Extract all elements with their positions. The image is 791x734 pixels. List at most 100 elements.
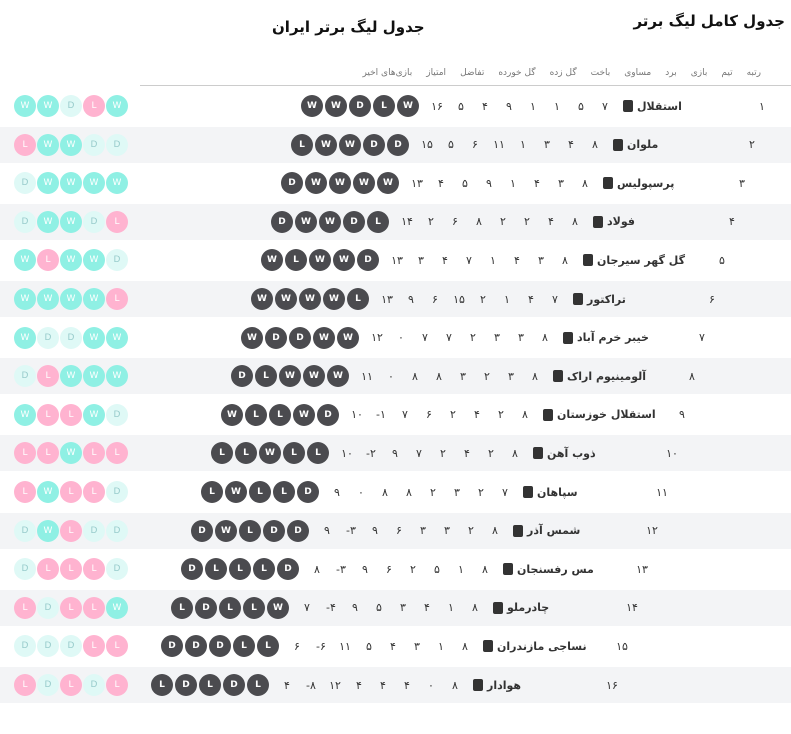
stat-value: ۷ bbox=[602, 99, 608, 113]
form-badge: L bbox=[269, 403, 291, 426]
stat-value: ۱۳ bbox=[411, 176, 423, 190]
team-name[interactable]: فولاد bbox=[593, 215, 713, 228]
team-name[interactable]: هوادار bbox=[473, 679, 593, 692]
table-row[interactable]: D W W W W ۳ پرسپولیس ۸ ۳ ۴ ۱ ۹ ۵ ۴ ۱۳ D W W W W bbox=[0, 165, 791, 201]
form-badge: D bbox=[106, 403, 128, 426]
team-name[interactable]: تراکتور bbox=[573, 293, 693, 306]
stat-value: ۶ bbox=[452, 215, 458, 229]
team-logo-icon bbox=[503, 563, 513, 576]
form-badge: W bbox=[397, 95, 419, 117]
form-badge: D bbox=[343, 210, 365, 233]
team-name[interactable]: استقلال bbox=[623, 100, 743, 113]
team-name[interactable]: خیبر خرم آباد bbox=[563, 331, 683, 344]
form-badge: L bbox=[201, 481, 223, 503]
header-5[interactable]: باخت bbox=[590, 67, 611, 78]
form-badge: L bbox=[106, 635, 128, 658]
team-name[interactable]: چادرملو bbox=[493, 601, 613, 614]
stat-value: ۶ bbox=[294, 639, 300, 653]
rank: ۳ bbox=[739, 176, 745, 190]
table-row[interactable]: W D D W W ۷ خیبر خرم آباد ۸ ۳ ۳ ۲ ۷ ۷ ۰ ۱۲ W D D W W bbox=[0, 320, 791, 356]
table-row[interactable]: W W W W L ۶ تراکتور ۷ ۴ ۱ ۲ ۱۵ ۶ ۹ ۱۳ W W W W L bbox=[0, 281, 791, 317]
team-name[interactable]: ملوان bbox=[613, 138, 733, 151]
header-9[interactable]: امتیاز bbox=[426, 67, 447, 78]
stat-value: ۹ bbox=[392, 446, 398, 460]
table-row[interactable]: D D D L L ۱۵ نساجی مازندران ۸ ۱ ۳ ۴ ۵ ۱۱ -۶ ۶ D D D L L bbox=[0, 628, 791, 664]
team-name[interactable]: مس رفسنجان bbox=[503, 563, 623, 576]
form-badge: L bbox=[253, 558, 275, 581]
team-label: سپاهان bbox=[537, 485, 578, 499]
table-row[interactable]: L W L L D ۱۱ سپاهان ۷ ۲ ۳ ۲ ۸ ۸ ۰ ۹ L W L L D bbox=[0, 474, 791, 510]
stat-value: ۰ bbox=[428, 678, 434, 692]
team-stats: ۸ ۱ ۳ ۴ ۵ ۱۱ -۶ ۶ bbox=[289, 640, 473, 653]
form-badge: L bbox=[37, 365, 59, 388]
rank: ۱۲ bbox=[646, 524, 658, 538]
form-badge: D bbox=[231, 365, 253, 388]
stat-value: ۲ bbox=[430, 485, 436, 499]
form-badge: W bbox=[225, 481, 247, 503]
form-badge: W bbox=[83, 365, 105, 388]
team-stats: ۸ ۴ ۲ ۲ ۸ ۶ ۲ ۱۴ bbox=[399, 215, 583, 228]
stat-value: ۸ bbox=[492, 524, 498, 538]
team-label: خیبر خرم آباد bbox=[577, 331, 649, 345]
table-row[interactable]: D W W D L ۴ فولاد ۸ ۴ ۲ ۲ ۸ ۶ ۲ ۱۴ D W W D L bbox=[0, 203, 791, 240]
team-name[interactable]: پرسپولیس bbox=[603, 177, 723, 190]
team-stats: ۸ ۳ ۲ ۳ ۸ ۸ ۰ ۱۱ bbox=[359, 370, 543, 383]
stat-value: ۶ bbox=[426, 408, 432, 422]
stat-value: ۱۳ bbox=[391, 253, 403, 267]
team-logo-icon bbox=[583, 254, 593, 267]
header-7[interactable]: گل خورده bbox=[498, 67, 536, 78]
form-badge: W bbox=[299, 288, 321, 310]
form-badge: W bbox=[83, 326, 105, 349]
stat-value: ۴ bbox=[356, 678, 362, 692]
stat-value: ۳ bbox=[444, 524, 450, 538]
team-name[interactable]: سپاهان bbox=[523, 486, 643, 499]
table-row[interactable]: L W W D D ۲ ملوان ۸ ۴ ۳ ۱ ۱۱ ۶ ۵ ۱۵ L W W D D bbox=[0, 126, 791, 163]
form-badge: L bbox=[14, 133, 36, 156]
stat-value: ۴ bbox=[442, 253, 448, 267]
header-6[interactable]: گل زده bbox=[549, 67, 577, 78]
table-row[interactable]: L L W L L ۱۰ ذوب آهن ۸ ۲ ۴ ۲ ۷ ۹ -۲ ۱۰ L L W L L bbox=[0, 435, 791, 472]
header-10[interactable]: بازی‌های اخیر bbox=[362, 67, 413, 78]
header-8[interactable]: تفاضل bbox=[460, 67, 485, 78]
team-name[interactable]: گل گهر سیرجان bbox=[583, 254, 703, 267]
table-row[interactable]: D L W W W ۸ آلومینیوم اراک ۸ ۳ ۲ ۳ ۸ ۸ ۰ ۱۱ D L W W W bbox=[0, 358, 791, 395]
team-name[interactable]: ذوب آهن bbox=[533, 447, 653, 460]
form-badge: L bbox=[233, 635, 255, 658]
table-row[interactable]: W L L W D ۹ استقلال خوزستان ۸ ۲ ۴ ۲ ۶ ۷ -۱ ۱۰ W L L W D bbox=[0, 397, 791, 433]
stat-value: -۶ bbox=[316, 639, 326, 653]
table-row[interactable]: D W L D D ۱۲ شمس آذر ۸ ۲ ۳ ۳ ۶ ۹ -۳ ۹ D W L D D bbox=[0, 512, 791, 549]
table-row[interactable]: D L L L D ۱۳ مس رفسنجان ۸ ۱ ۵ ۲ ۶ ۹ -۳ ۸ D L L L D bbox=[0, 551, 791, 587]
form-badge: D bbox=[14, 172, 36, 195]
form-badge: D bbox=[106, 249, 128, 272]
form-badge: W bbox=[319, 210, 341, 233]
table-row[interactable]: L D L D L ۱۶ هوادار ۸ ۰ ۴ ۴ ۴ ۱۲ -۸ ۴ L D L D L bbox=[0, 667, 791, 703]
team-name[interactable]: آلومینیوم اراک bbox=[553, 370, 673, 383]
form-badge: L bbox=[83, 442, 105, 465]
form-badge: L bbox=[235, 442, 257, 465]
table-row[interactable]: W W D L W ۱ استقلال ۷ ۵ ۱ ۱ ۹ ۴ ۵ ۱۶ W W D L W bbox=[0, 88, 791, 124]
row-main: ۱۶ هوادار ۸ ۰ ۴ ۴ ۴ ۱۲ -۸ ۴ L D L D L bbox=[151, 667, 621, 703]
form-badge: W bbox=[106, 365, 128, 388]
team-logo-icon bbox=[573, 293, 583, 305]
stat-value: ۳ bbox=[518, 331, 524, 345]
table-row[interactable]: L D L L W ۱۴ چادرملو ۸ ۱ ۴ ۳ ۵ ۹ -۴ ۷ L D L L W bbox=[0, 589, 791, 626]
table-row[interactable]: W L W W D ۵ گل گهر سیرجان ۸ ۳ ۴ ۱ ۷ ۴ ۳ ۱۳ W L W W D bbox=[0, 242, 791, 278]
team-name[interactable]: شمس آذر bbox=[513, 524, 633, 537]
stat-value: ۵ bbox=[434, 562, 440, 576]
team-name[interactable]: نساجی مازندران bbox=[483, 640, 603, 653]
header-3[interactable]: برد bbox=[665, 67, 677, 78]
team-name[interactable]: استقلال خوزستان bbox=[543, 408, 663, 421]
header-1[interactable]: تیم bbox=[721, 67, 733, 78]
header-2[interactable]: بازی bbox=[690, 67, 708, 78]
rank: ۷ bbox=[699, 331, 705, 345]
form-badge: W bbox=[337, 326, 359, 349]
header-4[interactable]: مساوی bbox=[624, 67, 652, 78]
stat-value: ۲ bbox=[498, 408, 504, 422]
header-0[interactable]: رتبه bbox=[746, 67, 761, 78]
